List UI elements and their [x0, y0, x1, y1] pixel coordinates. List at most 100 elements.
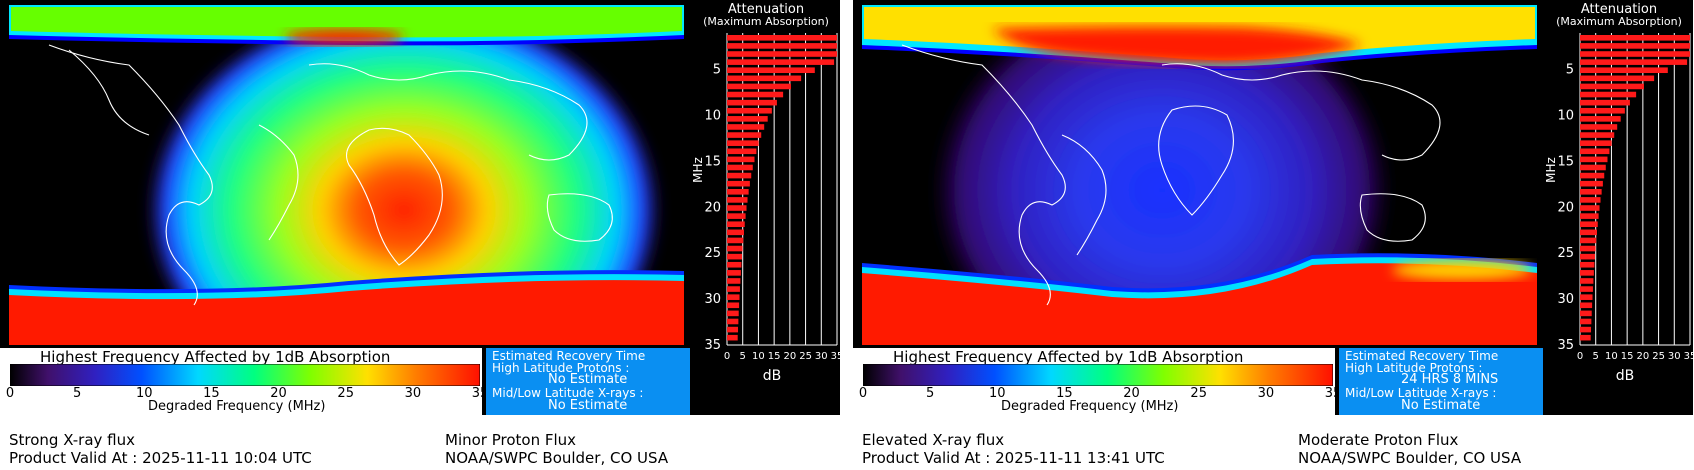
caption-proton: Moderate Proton Flux: [1298, 431, 1459, 449]
caption-proton: Minor Proton Flux: [445, 431, 577, 449]
drap-panel-right: Highest Frequency Affected by 1dB Absorp…: [853, 0, 1693, 470]
attenuation-bar: [1580, 318, 1592, 325]
attenuation-bar: [727, 278, 741, 284]
colorbar-label: Degraded Frequency (MHz): [1001, 399, 1179, 414]
attenuation-bar: [727, 261, 742, 268]
attenuation-bar: [727, 124, 765, 130]
colorbar-legend: Highest Frequency Affected by 1dB Absorp…: [0, 348, 488, 415]
colorbar-tick: 25: [337, 386, 354, 401]
attenuation-bar: [1580, 294, 1593, 300]
x-tick-label: 25: [1652, 351, 1665, 362]
attenuation-bar: [727, 51, 837, 57]
attenuation-bar: [727, 253, 743, 260]
attenuation-title: Attenuation: [1580, 2, 1658, 17]
attenuation-bar: [1580, 107, 1625, 114]
attenuation-bar: [1580, 286, 1593, 292]
attenuation-bar: [1580, 51, 1690, 57]
attenuation-bar: [727, 221, 745, 228]
y-tick-label: 20: [1557, 200, 1574, 215]
x-tick-label: 20: [1636, 351, 1649, 362]
attenuation-bar: [1580, 253, 1596, 260]
attenuation-bar: [727, 302, 740, 309]
attenuation-bar: [1580, 132, 1615, 138]
x-tick-label: 30: [815, 351, 828, 362]
attenuation-bar: [1580, 205, 1600, 211]
attenuation-bar: [1580, 302, 1593, 309]
attenuation-bar: [1580, 172, 1605, 179]
colorbar-ticks: 0 5 10 15 20 25 30 35: [6, 386, 488, 410]
colorbar-legend: Highest Frequency Affected by 1dB Absorp…: [853, 348, 1341, 415]
colorbar: [863, 364, 1333, 386]
attenuation-bar: [1580, 334, 1591, 341]
x-tick-label: 15: [1621, 351, 1634, 362]
attenuation-bar: [727, 197, 748, 203]
attenuation-bar: [727, 286, 740, 292]
attenuation-bar: [1580, 229, 1597, 236]
mid-low-latitude-label: Mid/Low Latitude X-rays :: [492, 386, 644, 400]
attenuation-bar: [1580, 310, 1592, 317]
y-tick-label: 15: [1557, 154, 1574, 169]
attenuation-bar: [1580, 189, 1602, 195]
y-axis-label: MHz: [692, 157, 705, 183]
colorbar-tick: 35: [471, 386, 489, 401]
mid-low-latitude-label: Mid/Low Latitude X-rays :: [1345, 386, 1497, 400]
attenuation-bar: [1580, 245, 1596, 252]
y-tick-label: 5: [713, 63, 721, 78]
x-tick-label: 0: [724, 351, 730, 362]
x-tick-label: 20: [783, 351, 796, 362]
attenuation-panel: Attenuation (Maximum Absorption) 5 10 15 20…: [1545, 0, 1693, 415]
attenuation-bar: [1580, 213, 1599, 219]
attenuation-bar: [727, 140, 759, 146]
attenuation-bar: [727, 99, 777, 106]
high-latitude-label: High Latitude Protons :: [1345, 361, 1483, 375]
attenuation-bar: [1580, 43, 1690, 49]
y-tick-label: 35: [1557, 338, 1574, 353]
attenuation-bar: [727, 189, 749, 195]
attenuation-bar: [727, 116, 768, 122]
attenuation-bar: [727, 83, 791, 90]
colorbar-tick: 25: [1190, 386, 1207, 401]
attenuation-bar: [727, 35, 837, 41]
attenuation-bar: [1580, 59, 1688, 65]
attenuation-bar: [727, 245, 743, 252]
caption-xray: Elevated X-ray flux: [862, 431, 1005, 449]
colorbar-tick: 30: [404, 386, 422, 401]
attenuation-bar: [727, 107, 772, 114]
attenuation-bar: [1580, 75, 1655, 82]
x-tick-label: 0: [1577, 351, 1583, 362]
high-latitude-label: High Latitude Protons :: [492, 361, 630, 375]
attenuation-bar: [727, 334, 738, 341]
mid-low-latitude-value: No Estimate: [548, 398, 628, 413]
x-tick-label: 30: [1668, 351, 1681, 362]
attenuation-bar: [1580, 156, 1608, 163]
attenuation-bar: [727, 59, 835, 65]
colorbar-tick: 15: [1056, 386, 1073, 401]
y-tick-label: 10: [1557, 109, 1574, 124]
attenuation-bar: [1580, 67, 1668, 74]
attenuation-bar: [727, 294, 740, 300]
y-tick-label: 15: [704, 154, 721, 169]
attenuation-bar: [1580, 83, 1644, 90]
attenuation-subtitle: (Maximum Absorption): [703, 15, 829, 28]
colorbar-tick: 0: [858, 386, 868, 401]
colorbar-ticks: 0 5 10 15 20 25 30 35: [859, 386, 1341, 410]
attenuation-bar: [1580, 99, 1630, 106]
x-tick-label: 35: [1684, 351, 1693, 362]
x-tick-label: 5: [1593, 351, 1599, 362]
y-axis-label: MHz: [1545, 157, 1558, 183]
absorption-map: [9, 5, 684, 345]
x-tick-label: 5: [740, 351, 746, 362]
recovery-box: Estimated Recovery Time High Latitude Pr…: [486, 348, 690, 415]
attenuation-bar: [727, 237, 744, 244]
caption-source: NOAA/SWPC Boulder, CO USA: [445, 449, 669, 467]
attenuation-panel: Attenuation (Maximum Absorption) 5 10 15 20…: [692, 0, 840, 415]
attenuation-bar: [727, 310, 739, 317]
attenuation-bar: [727, 164, 753, 171]
colorbar-tick: 20: [1123, 386, 1140, 401]
attenuation-bar: [727, 205, 747, 211]
attenuation-bar: [1580, 35, 1690, 41]
colorbar-tick: 30: [1257, 386, 1275, 401]
attenuation-bar: [727, 270, 741, 276]
x-tick-label: 25: [799, 351, 812, 362]
caption-source: NOAA/SWPC Boulder, CO USA: [1298, 449, 1522, 467]
